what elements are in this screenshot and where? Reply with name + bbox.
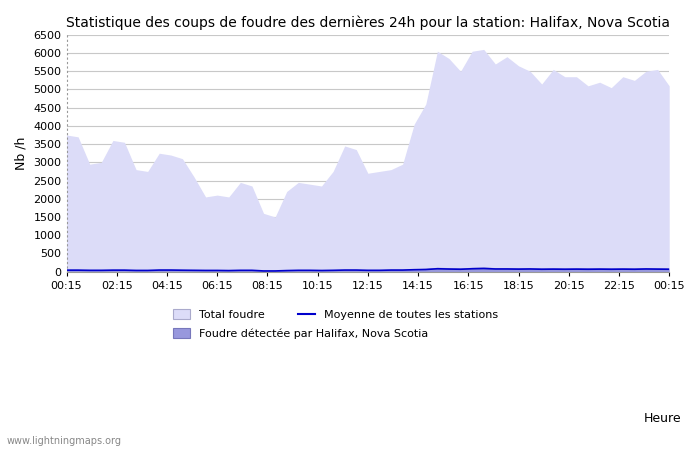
Y-axis label: Nb /h: Nb /h <box>15 136 28 170</box>
Text: www.lightningmaps.org: www.lightningmaps.org <box>7 436 122 446</box>
Text: Heure: Heure <box>644 412 682 425</box>
Legend: Foudre détectée par Halifax, Nova Scotia: Foudre détectée par Halifax, Nova Scotia <box>169 324 433 343</box>
Title: Statistique des coups de foudre des dernières 24h pour la station: Halifax, Nova: Statistique des coups de foudre des dern… <box>66 15 670 30</box>
